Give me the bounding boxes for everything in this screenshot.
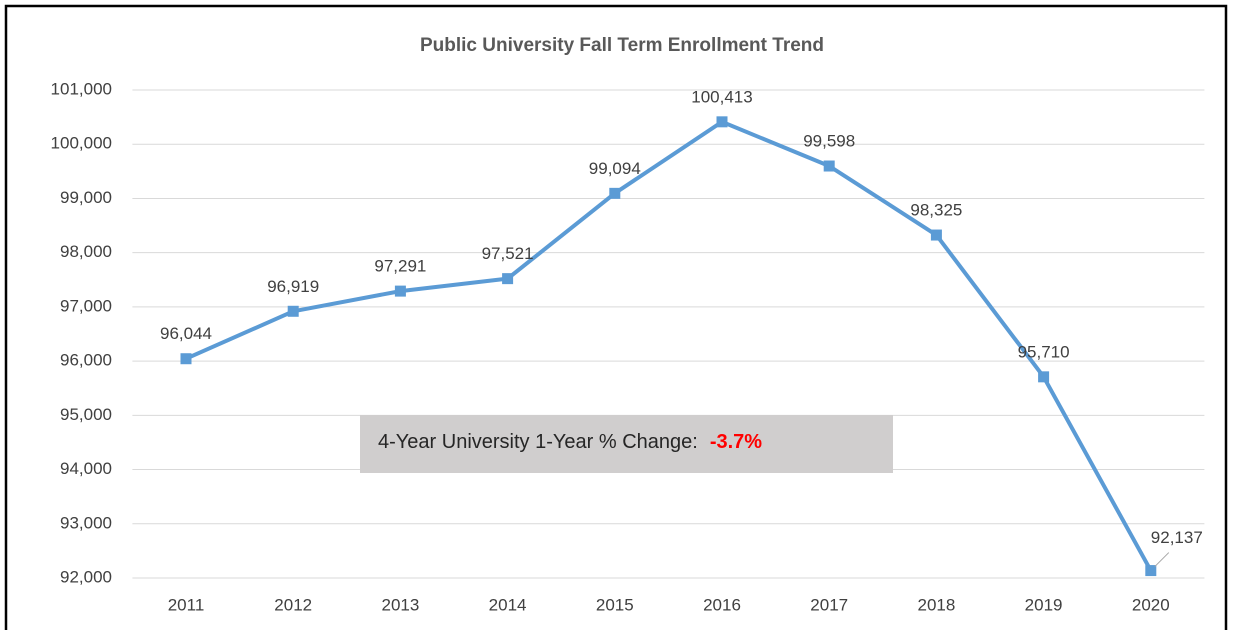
annotation-text: 4-Year University 1-Year % Change: -3.7% (378, 431, 762, 453)
data-label: 95,710 (1018, 342, 1070, 361)
x-tick-label: 2012 (274, 595, 312, 614)
marker (1038, 371, 1050, 383)
marker (930, 229, 942, 241)
annotation-label: 4-Year University 1-Year % Change: (378, 431, 698, 453)
data-label: 92,137 (1151, 528, 1203, 547)
marker (180, 353, 192, 365)
annotation-box (360, 415, 893, 473)
marker (1145, 565, 1157, 577)
data-label: 96,919 (267, 277, 319, 296)
marker (394, 285, 406, 297)
marker (716, 116, 728, 128)
y-tick-label: 96,000 (60, 351, 112, 370)
frame (4, 4, 1228, 630)
y-tick-label: 95,000 (60, 405, 112, 424)
y-tick-label: 101,000 (51, 79, 112, 98)
x-tick-label: 2011 (168, 595, 205, 614)
x-tick-label: 2017 (810, 595, 848, 614)
x-tick-label: 2015 (596, 595, 634, 614)
y-tick-label: 93,000 (60, 513, 112, 532)
data-label: 98,325 (910, 201, 962, 220)
data-label: 97,291 (374, 257, 426, 276)
chart-title: Public University Fall Term Enrollment T… (420, 35, 824, 56)
y-tick-label: 92,000 (60, 567, 112, 586)
series-line (185, 119, 1153, 572)
y-tick-label: 94,000 (60, 459, 112, 478)
marker (287, 305, 299, 317)
y-tick-label: 100,000 (51, 134, 112, 153)
x-tick-label: 2018 (917, 595, 955, 614)
data-label: 100,413 (691, 87, 752, 106)
data-label: 99,598 (803, 132, 855, 151)
x-tick-label: 2014 (489, 595, 527, 614)
leader-line (1154, 552, 1170, 567)
x-tick-label: 2013 (381, 595, 419, 614)
y-tick-label: 97,000 (60, 296, 112, 315)
annotation-value: -3.7% (710, 431, 762, 453)
x-tick-label: 2020 (1132, 595, 1170, 614)
data-label: 96,044 (160, 324, 212, 343)
x-tick-label: 2016 (703, 595, 741, 614)
marker (823, 160, 835, 172)
marker (502, 273, 514, 285)
marker (609, 187, 621, 199)
data-label: 99,094 (589, 159, 641, 178)
data-label: 97,521 (482, 244, 534, 263)
x-tick-label: 2019 (1025, 595, 1063, 614)
y-tick-label: 98,000 (60, 242, 112, 261)
y-tick-label: 99,000 (60, 188, 112, 207)
